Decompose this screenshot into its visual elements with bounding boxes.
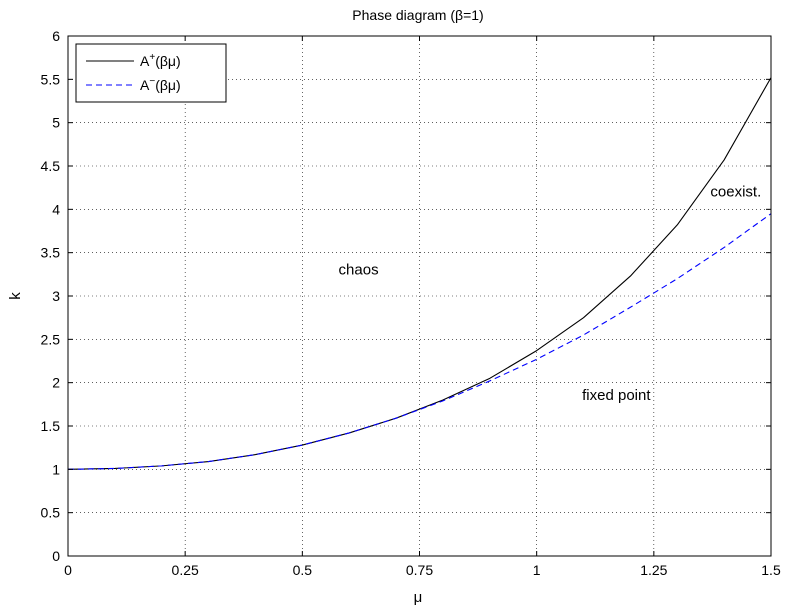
x-tick-label: 1.25 <box>640 562 667 578</box>
legend-box <box>75 43 227 103</box>
legend-label-2: A−(βμ) <box>140 76 181 93</box>
x-tick-label: 0 <box>64 562 72 578</box>
chart-title: Phase diagram (β=1) <box>352 7 483 23</box>
y-tick-label: 6 <box>52 28 60 44</box>
x-tick-label: 1.5 <box>761 562 781 578</box>
y-tick-label: 1.5 <box>41 418 61 434</box>
axis-ticks: 0 0.25 0.5 0.75 1 1.25 1.5 0 0.5 1 1.5 2 2.5 3 3.5 4 4.5… <box>41 28 781 578</box>
x-tick-label: 1 <box>533 562 541 578</box>
y-tick-label: 0 <box>52 548 60 564</box>
series-line-1 <box>67 77 772 470</box>
annotation-label: fixed point <box>582 387 651 404</box>
series-line-2 <box>67 213 772 470</box>
annotation-label: chaos <box>339 261 379 278</box>
y-tick-label: 4 <box>52 201 60 217</box>
y-tick-label: 3.5 <box>41 245 61 261</box>
legend: A+(βμ) A−(βμ) <box>75 43 227 103</box>
y-tick-label: 4.5 <box>41 158 61 174</box>
y-tick-label: 5.5 <box>41 71 61 87</box>
x-tick-label: 0.5 <box>293 562 313 578</box>
annotations: chaos coexist. fixed point <box>339 183 762 404</box>
grid <box>68 36 771 556</box>
y-tick-label: 5 <box>52 115 60 131</box>
x-axis-label: μ <box>414 589 423 605</box>
legend-label-1: A+(βμ) <box>140 52 181 69</box>
y-tick-label: 2 <box>52 375 60 391</box>
y-tick-label: 1 <box>52 461 60 477</box>
y-tick-label: 0.5 <box>41 505 61 521</box>
x-tick-label: 0.25 <box>172 562 199 578</box>
y-tick-label: 2.5 <box>41 331 61 347</box>
series-lines <box>67 77 772 470</box>
x-tick-label: 0.75 <box>406 562 433 578</box>
annotation-label: coexist. <box>710 183 761 200</box>
y-axis-label: k <box>7 292 24 300</box>
y-tick-label: 3 <box>52 288 60 304</box>
